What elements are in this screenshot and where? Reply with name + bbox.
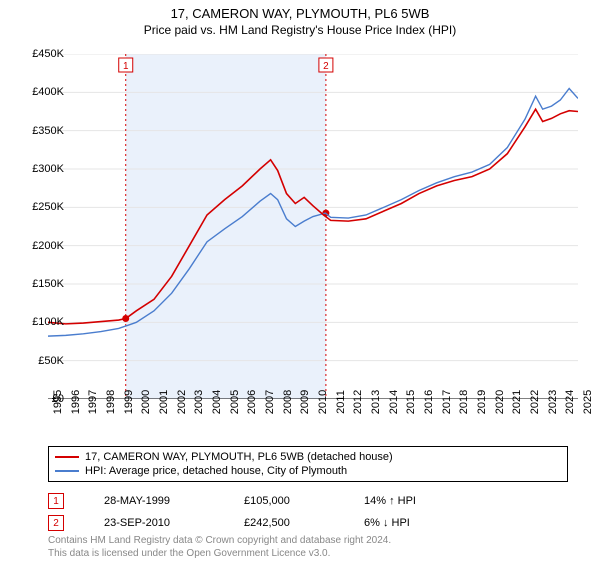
- sale-row: 2 23-SEP-2010 £242,500 6% ↓ HPI: [48, 512, 416, 534]
- sale-badge: 2: [48, 515, 64, 531]
- marker-badge-label-2: 2: [323, 61, 329, 72]
- marker-badge-label-1: 1: [123, 61, 129, 72]
- x-tick-label: 2024: [564, 390, 576, 414]
- chart-title: 17, CAMERON WAY, PLYMOUTH, PL6 5WB: [0, 6, 600, 21]
- x-tick-label: 2021: [511, 390, 523, 414]
- sale-delta: 6% ↓ HPI: [364, 517, 410, 529]
- sale-row: 1 28-MAY-1999 £105,000 14% ↑ HPI: [48, 490, 416, 512]
- x-tick-label: 2002: [176, 390, 188, 414]
- x-tick-label: 2003: [193, 390, 205, 414]
- y-tick-label: £400K: [18, 86, 64, 98]
- legend-label: 17, CAMERON WAY, PLYMOUTH, PL6 5WB (deta…: [85, 451, 393, 463]
- x-tick-label: 2023: [547, 390, 559, 414]
- y-tick-label: £100K: [18, 316, 64, 328]
- x-tick-label: 2009: [299, 390, 311, 414]
- legend-item: HPI: Average price, detached house, City…: [55, 464, 561, 478]
- x-tick-label: 2014: [388, 390, 400, 414]
- x-tick-label: 2011: [335, 390, 347, 414]
- x-tick-label: 2010: [317, 390, 329, 414]
- chart-area: 12: [48, 54, 578, 399]
- chart-svg: 12: [48, 54, 578, 399]
- legend: 17, CAMERON WAY, PLYMOUTH, PL6 5WB (deta…: [48, 446, 568, 482]
- x-tick-label: 2016: [423, 390, 435, 414]
- chart-container: 17, CAMERON WAY, PLYMOUTH, PL6 5WB Price…: [0, 6, 600, 566]
- legend-label: HPI: Average price, detached house, City…: [85, 465, 347, 477]
- x-tick-label: 2000: [140, 390, 152, 414]
- x-tick-label: 2025: [582, 390, 594, 414]
- sale-delta: 14% ↑ HPI: [364, 495, 416, 507]
- x-tick-label: 1996: [70, 390, 82, 414]
- x-tick-label: 2022: [529, 390, 541, 414]
- y-tick-label: £250K: [18, 201, 64, 213]
- sale-price: £242,500: [244, 517, 324, 529]
- legend-swatch: [55, 470, 79, 472]
- y-tick-label: £200K: [18, 240, 64, 252]
- sale-date: 23-SEP-2010: [104, 517, 204, 529]
- x-tick-label: 2013: [370, 390, 382, 414]
- x-tick-label: 2006: [246, 390, 258, 414]
- y-tick-label: £350K: [18, 125, 64, 137]
- x-tick-label: 2012: [352, 390, 364, 414]
- x-tick-label: 2001: [158, 390, 170, 414]
- x-tick-label: 2018: [458, 390, 470, 414]
- sale-badge: 1: [48, 493, 64, 509]
- x-tick-label: 1998: [105, 390, 117, 414]
- x-tick-label: 2020: [494, 390, 506, 414]
- attribution-line2: This data is licensed under the Open Gov…: [48, 547, 391, 560]
- sales-table: 1 28-MAY-1999 £105,000 14% ↑ HPI 2 23-SEP-201…: [48, 490, 416, 534]
- y-tick-label: £450K: [18, 48, 64, 60]
- x-tick-label: 2017: [441, 390, 453, 414]
- x-tick-label: 1999: [123, 390, 135, 414]
- x-tick-label: 2005: [229, 390, 241, 414]
- sale-price: £105,000: [244, 495, 324, 507]
- x-tick-label: 1997: [87, 390, 99, 414]
- x-tick-label: 2004: [211, 390, 223, 414]
- attribution: Contains HM Land Registry data © Crown c…: [48, 534, 391, 560]
- y-tick-label: £300K: [18, 163, 64, 175]
- x-tick-label: 2007: [264, 390, 276, 414]
- y-tick-label: £150K: [18, 278, 64, 290]
- legend-swatch: [55, 456, 79, 458]
- legend-item: 17, CAMERON WAY, PLYMOUTH, PL6 5WB (deta…: [55, 450, 561, 464]
- x-tick-label: 2015: [405, 390, 417, 414]
- y-tick-label: £50K: [18, 355, 64, 367]
- sale-date: 28-MAY-1999: [104, 495, 204, 507]
- x-tick-label: 1995: [52, 390, 64, 414]
- attribution-line1: Contains HM Land Registry data © Crown c…: [48, 534, 391, 547]
- x-tick-label: 2008: [282, 390, 294, 414]
- x-tick-label: 2019: [476, 390, 488, 414]
- chart-subtitle: Price paid vs. HM Land Registry's House …: [0, 23, 600, 37]
